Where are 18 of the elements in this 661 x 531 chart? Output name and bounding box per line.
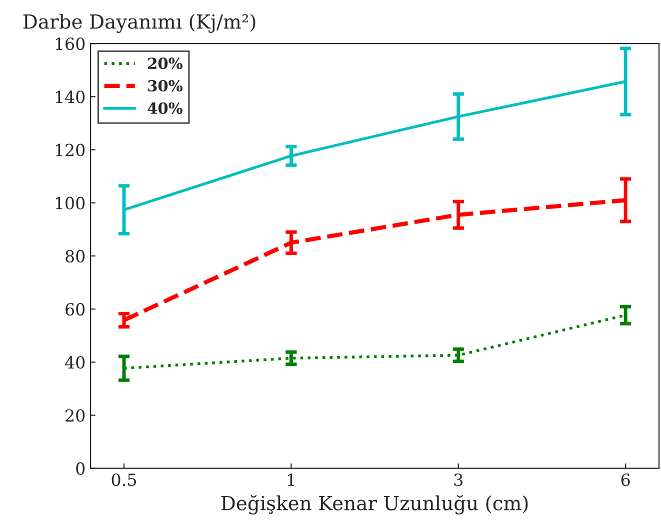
y-tick-label: 160 xyxy=(56,38,85,50)
y-tick-label: 40 xyxy=(65,356,85,369)
y-tick-label: 100 xyxy=(56,196,85,210)
x-tick-label: 3 xyxy=(454,473,462,486)
y-tick-label: 120 xyxy=(56,144,85,156)
y-tick-label: 20 xyxy=(66,409,85,422)
x-tick-label: 0.5 xyxy=(112,473,136,486)
y-tick-label: 60 xyxy=(66,303,85,316)
x-tick-label: 6 xyxy=(621,473,630,486)
x-axis-title: Değişken Kenar Uzunluğu (cm) xyxy=(221,494,528,514)
y-axis-title: Darbe Dayanımı (Kj/m²) xyxy=(23,14,256,33)
legend-label: 40% xyxy=(148,102,182,114)
legend-label: 30% xyxy=(148,80,182,92)
y-tick-label: 0 xyxy=(76,462,85,475)
x-tick-label: 1 xyxy=(288,473,294,486)
y-tick-label: 80 xyxy=(66,250,85,263)
y-tick-label: 140 xyxy=(56,90,85,104)
legend-label: 20% xyxy=(148,58,182,70)
